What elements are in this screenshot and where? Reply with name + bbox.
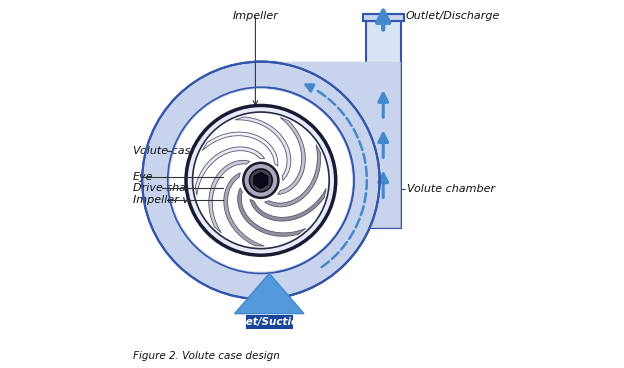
Polygon shape <box>238 188 306 236</box>
Circle shape <box>186 106 336 255</box>
Circle shape <box>250 169 272 192</box>
Polygon shape <box>209 160 250 233</box>
Polygon shape <box>254 172 268 188</box>
Polygon shape <box>250 188 326 221</box>
Text: Figure 2. Volute case design: Figure 2. Volute case design <box>133 351 280 361</box>
Polygon shape <box>363 14 404 21</box>
Polygon shape <box>202 132 278 166</box>
Circle shape <box>193 112 329 249</box>
Circle shape <box>243 163 278 198</box>
Text: Eye: Eye <box>133 173 154 183</box>
Polygon shape <box>261 62 401 228</box>
Polygon shape <box>265 145 321 207</box>
Polygon shape <box>245 315 293 329</box>
Text: Volute casing: Volute casing <box>133 146 208 156</box>
Text: Volute chamber: Volute chamber <box>407 184 495 194</box>
Circle shape <box>170 89 352 272</box>
Polygon shape <box>235 273 304 314</box>
Polygon shape <box>235 117 291 180</box>
Text: Inlet/Suction: Inlet/Suction <box>232 318 306 328</box>
Polygon shape <box>250 62 379 299</box>
Polygon shape <box>195 147 265 195</box>
Polygon shape <box>366 14 401 228</box>
Text: Drive shaft: Drive shaft <box>133 183 194 193</box>
Polygon shape <box>224 173 265 246</box>
Text: Impeller: Impeller <box>233 11 278 21</box>
Text: Outlet/Discharge: Outlet/Discharge <box>405 11 499 21</box>
Polygon shape <box>278 117 305 194</box>
Circle shape <box>142 62 379 299</box>
Text: Impeller vane: Impeller vane <box>133 195 210 205</box>
